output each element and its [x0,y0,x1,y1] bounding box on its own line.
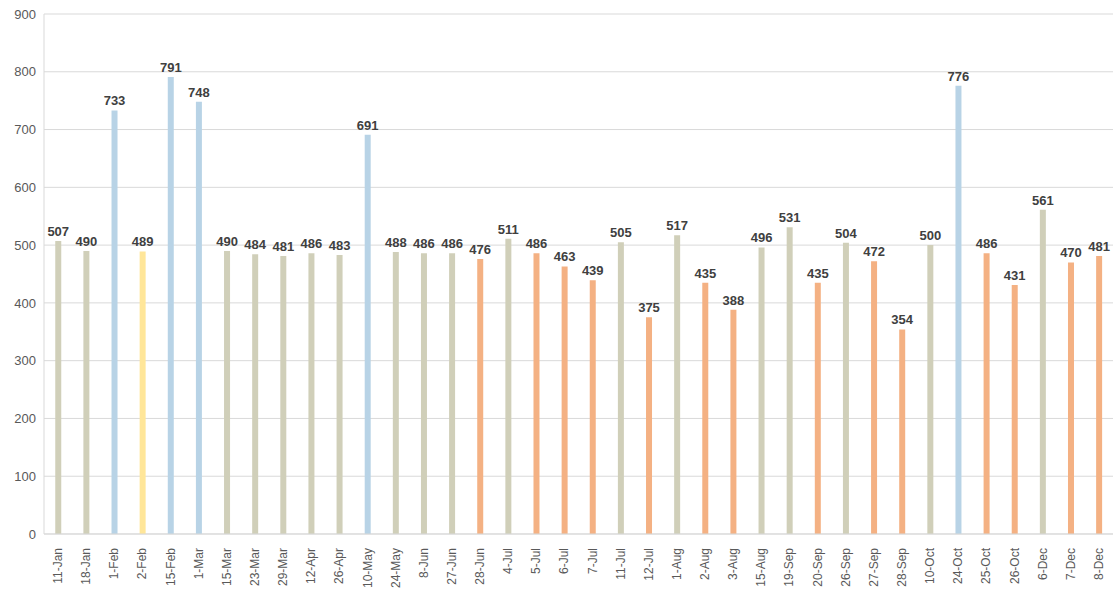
svg-text:505: 505 [610,225,632,240]
svg-text:483: 483 [329,238,351,253]
svg-text:375: 375 [638,300,660,315]
svg-text:6-Dec: 6-Dec [1036,548,1050,580]
svg-text:791: 791 [160,60,182,75]
svg-text:20-Sep: 20-Sep [811,548,825,587]
svg-text:486: 486 [526,236,548,251]
svg-text:800: 800 [14,64,36,79]
svg-text:500: 500 [14,238,36,253]
svg-text:8-Jun: 8-Jun [417,548,431,578]
svg-text:470: 470 [1060,245,1082,260]
svg-text:25-Oct: 25-Oct [979,547,993,584]
svg-text:490: 490 [216,234,238,249]
svg-text:6-Jul: 6-Jul [557,548,571,574]
svg-text:1-Aug: 1-Aug [670,548,684,580]
svg-text:504: 504 [835,226,857,241]
svg-text:1-Feb: 1-Feb [107,548,121,580]
svg-text:490: 490 [76,234,98,249]
svg-text:12-Jul: 12-Jul [642,548,656,581]
svg-text:15-Mar: 15-Mar [220,548,234,586]
svg-text:28-Jun: 28-Jun [473,548,487,585]
svg-text:10-May: 10-May [361,548,375,588]
svg-text:1-Mar: 1-Mar [192,548,206,579]
svg-text:488: 488 [385,235,407,250]
svg-text:486: 486 [976,236,998,251]
svg-text:28-Sep: 28-Sep [895,548,909,587]
svg-text:481: 481 [272,239,294,254]
svg-text:463: 463 [554,249,576,264]
svg-text:100: 100 [14,469,36,484]
svg-text:354: 354 [891,312,913,327]
svg-text:435: 435 [807,266,829,281]
svg-text:0: 0 [29,527,36,542]
svg-text:24-May: 24-May [389,548,403,588]
svg-text:700: 700 [14,122,36,137]
svg-text:486: 486 [413,236,435,251]
svg-text:2-Aug: 2-Aug [698,548,712,580]
svg-text:3-Aug: 3-Aug [726,548,740,580]
svg-text:8-Dec: 8-Dec [1092,548,1106,580]
svg-text:200: 200 [14,411,36,426]
svg-text:439: 439 [582,263,604,278]
svg-text:900: 900 [14,7,36,22]
svg-text:776: 776 [948,69,970,84]
svg-text:11-Jan: 11-Jan [51,548,65,584]
svg-text:10-Oct: 10-Oct [923,547,937,584]
svg-text:26-Sep: 26-Sep [839,548,853,587]
svg-text:500: 500 [919,228,941,243]
svg-text:531: 531 [779,210,801,225]
svg-text:748: 748 [188,85,210,100]
svg-text:431: 431 [1004,268,1026,283]
svg-text:5-Jul: 5-Jul [529,548,543,574]
svg-text:27-Jun: 27-Jun [445,548,459,585]
svg-text:388: 388 [723,293,745,308]
svg-text:2-Feb: 2-Feb [135,548,149,580]
svg-text:11-Jul: 11-Jul [614,548,628,580]
svg-text:435: 435 [694,266,716,281]
svg-text:600: 600 [14,180,36,195]
svg-text:19-Sep: 19-Sep [782,548,796,587]
svg-text:29-Mar: 29-Mar [276,548,290,586]
svg-text:472: 472 [863,244,885,259]
svg-text:507: 507 [47,224,69,239]
svg-text:15-Feb: 15-Feb [164,548,178,586]
svg-text:517: 517 [666,218,688,233]
svg-text:476: 476 [469,242,491,257]
svg-text:12-Apr: 12-Apr [304,548,318,584]
svg-text:7-Dec: 7-Dec [1064,548,1078,580]
svg-text:489: 489 [132,234,154,249]
svg-text:4-Jul: 4-Jul [501,548,515,574]
svg-text:26-Oct: 26-Oct [1008,547,1022,584]
svg-text:7-Jul: 7-Jul [586,548,600,574]
svg-text:496: 496 [751,230,773,245]
svg-text:400: 400 [14,296,36,311]
svg-text:26-Apr: 26-Apr [332,548,346,584]
svg-text:481: 481 [1088,239,1110,254]
svg-text:511: 511 [498,222,519,237]
svg-text:484: 484 [244,237,266,252]
svg-text:15-Aug: 15-Aug [754,548,768,587]
svg-text:733: 733 [104,93,126,108]
svg-text:691: 691 [357,118,379,133]
svg-text:27-Sep: 27-Sep [867,548,881,587]
svg-text:18-Jan: 18-Jan [79,548,93,585]
svg-text:486: 486 [301,236,323,251]
svg-text:300: 300 [14,353,36,368]
svg-text:486: 486 [441,236,463,251]
svg-text:24-Oct: 24-Oct [951,547,965,584]
svg-text:23-Mar: 23-Mar [248,548,262,586]
svg-text:561: 561 [1032,193,1054,208]
